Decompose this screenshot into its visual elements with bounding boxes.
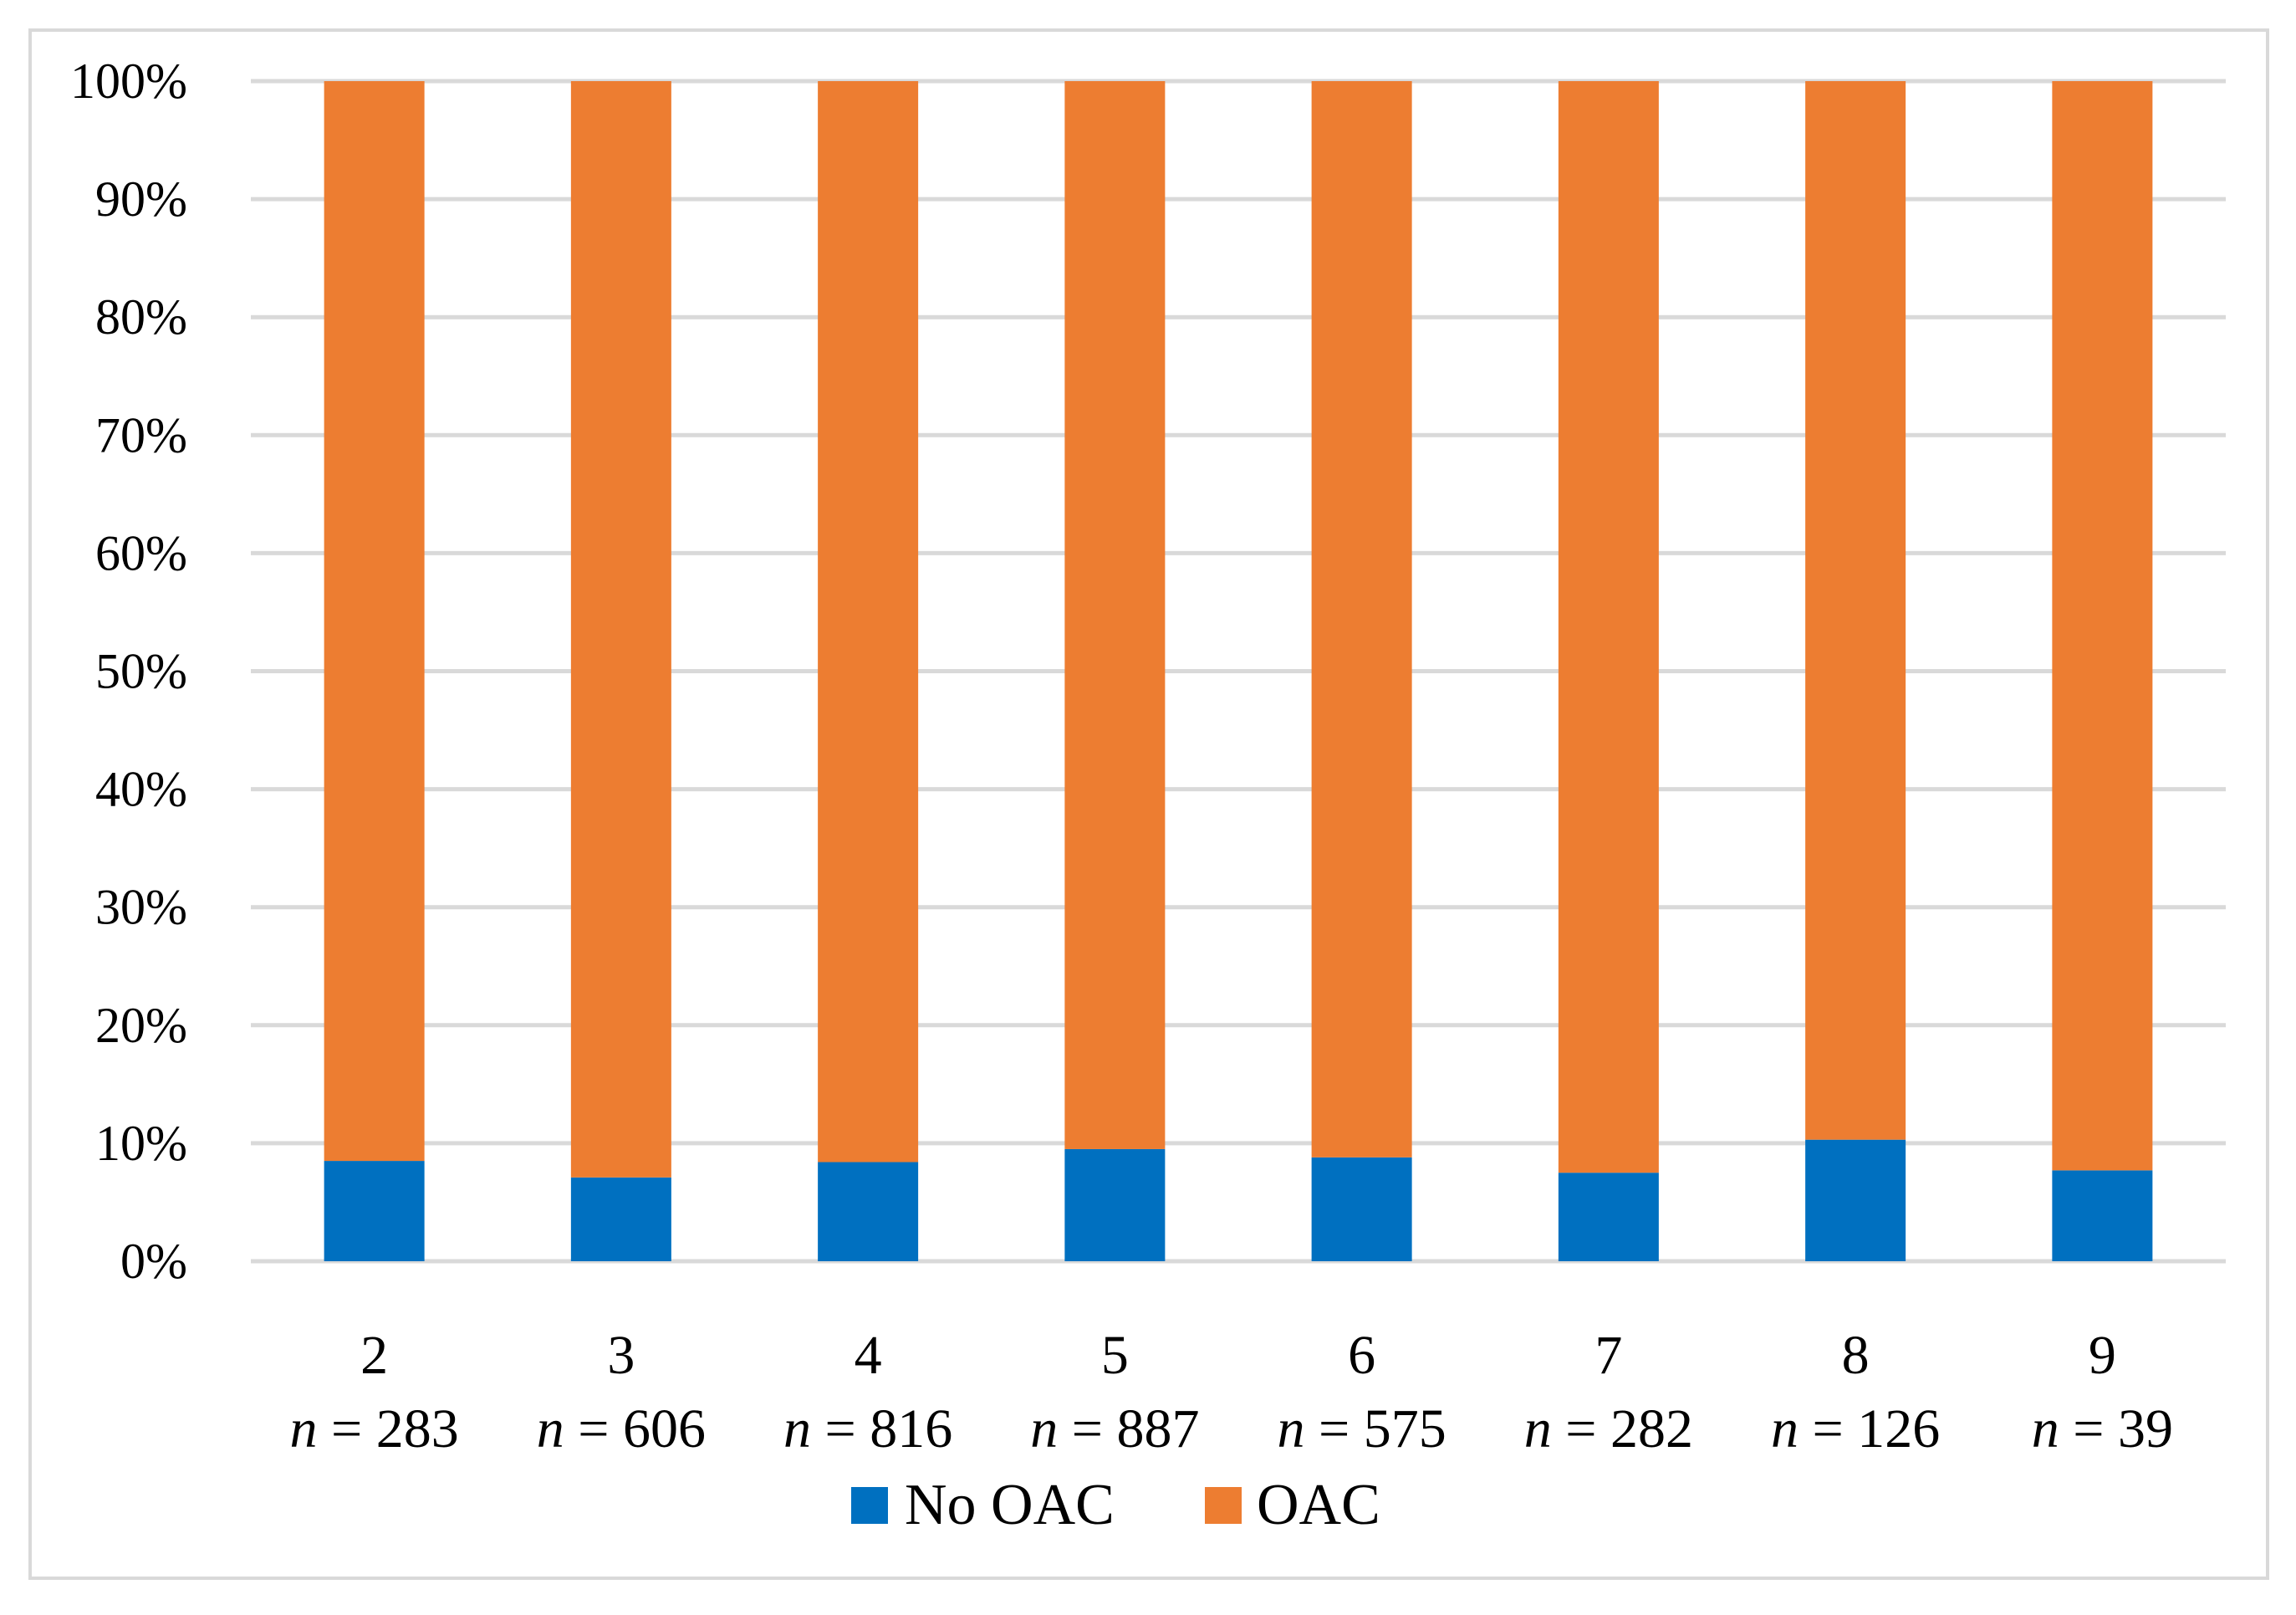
y-tick-label: 100% xyxy=(70,54,187,109)
legend-swatch-oac xyxy=(1205,1487,1242,1524)
x-category-label: 7 xyxy=(1594,1325,1622,1386)
x-count-label: n = 39 xyxy=(2032,1398,2173,1459)
y-tick-label: 90% xyxy=(95,171,187,227)
legend-label-oac: OAC xyxy=(1257,1473,1380,1537)
bar-oac-4 xyxy=(818,81,919,1163)
x-category-label: 2 xyxy=(360,1325,388,1386)
bar-oac-2 xyxy=(324,81,425,1162)
bar-oac-5 xyxy=(1064,81,1166,1149)
x-count-label: n = 283 xyxy=(290,1398,459,1459)
y-axis-labels: 0% 10% 20% 30% 40% 50% 60% 70% 80% 90% 100% xyxy=(70,54,187,1289)
y-tick-label: 50% xyxy=(95,644,187,699)
bar-no-oac-9 xyxy=(2052,1170,2153,1261)
bar-oac-7 xyxy=(1558,81,1659,1173)
x-count-label: n = 887 xyxy=(1030,1398,1199,1459)
x-count-label: n = 606 xyxy=(537,1398,706,1459)
x-count-label: n = 575 xyxy=(1278,1398,1446,1459)
bar-no-oac-8 xyxy=(1805,1139,1906,1261)
legend: No OAC OAC xyxy=(851,1473,1380,1537)
x-count-label: n = 282 xyxy=(1524,1398,1693,1459)
x-category-label: 6 xyxy=(1348,1325,1375,1386)
gridlines xyxy=(251,79,2226,1264)
bar-no-oac-2 xyxy=(324,1161,425,1261)
y-tick-label: 70% xyxy=(95,407,187,463)
legend-swatch-no-oac xyxy=(851,1487,888,1524)
x-category-label: 5 xyxy=(1101,1325,1129,1386)
bar-no-oac-6 xyxy=(1311,1157,1412,1261)
y-tick-label: 10% xyxy=(95,1116,187,1171)
x-category-label: 9 xyxy=(2089,1325,2116,1386)
x-category-label: 3 xyxy=(607,1325,635,1386)
x-count-label: n = 816 xyxy=(783,1398,952,1459)
bars xyxy=(324,81,2153,1261)
y-tick-label: 60% xyxy=(95,525,187,580)
bar-oac-6 xyxy=(1311,81,1412,1158)
bar-oac-3 xyxy=(570,81,671,1178)
x-axis-labels: 2 n = 283 3 n = 606 4 n = 816 5 n = 887 6 n = 575… xyxy=(290,1325,2173,1459)
y-tick-label: 20% xyxy=(95,998,187,1053)
legend-label-no-oac: No OAC xyxy=(905,1473,1115,1537)
y-tick-label: 40% xyxy=(95,762,187,817)
bar-oac-9 xyxy=(2052,81,2153,1171)
bar-no-oac-3 xyxy=(570,1177,671,1261)
bar-oac-8 xyxy=(1805,81,1906,1140)
x-category-label: 8 xyxy=(1842,1325,1870,1386)
y-tick-label: 30% xyxy=(95,880,187,935)
bar-no-oac-7 xyxy=(1558,1173,1659,1261)
bar-no-oac-4 xyxy=(818,1162,919,1261)
x-count-label: n = 126 xyxy=(1771,1398,1940,1459)
x-category-label: 4 xyxy=(855,1325,882,1386)
bar-no-oac-5 xyxy=(1064,1148,1166,1261)
y-tick-label: 80% xyxy=(95,289,187,345)
y-tick-label: 0% xyxy=(120,1234,187,1289)
